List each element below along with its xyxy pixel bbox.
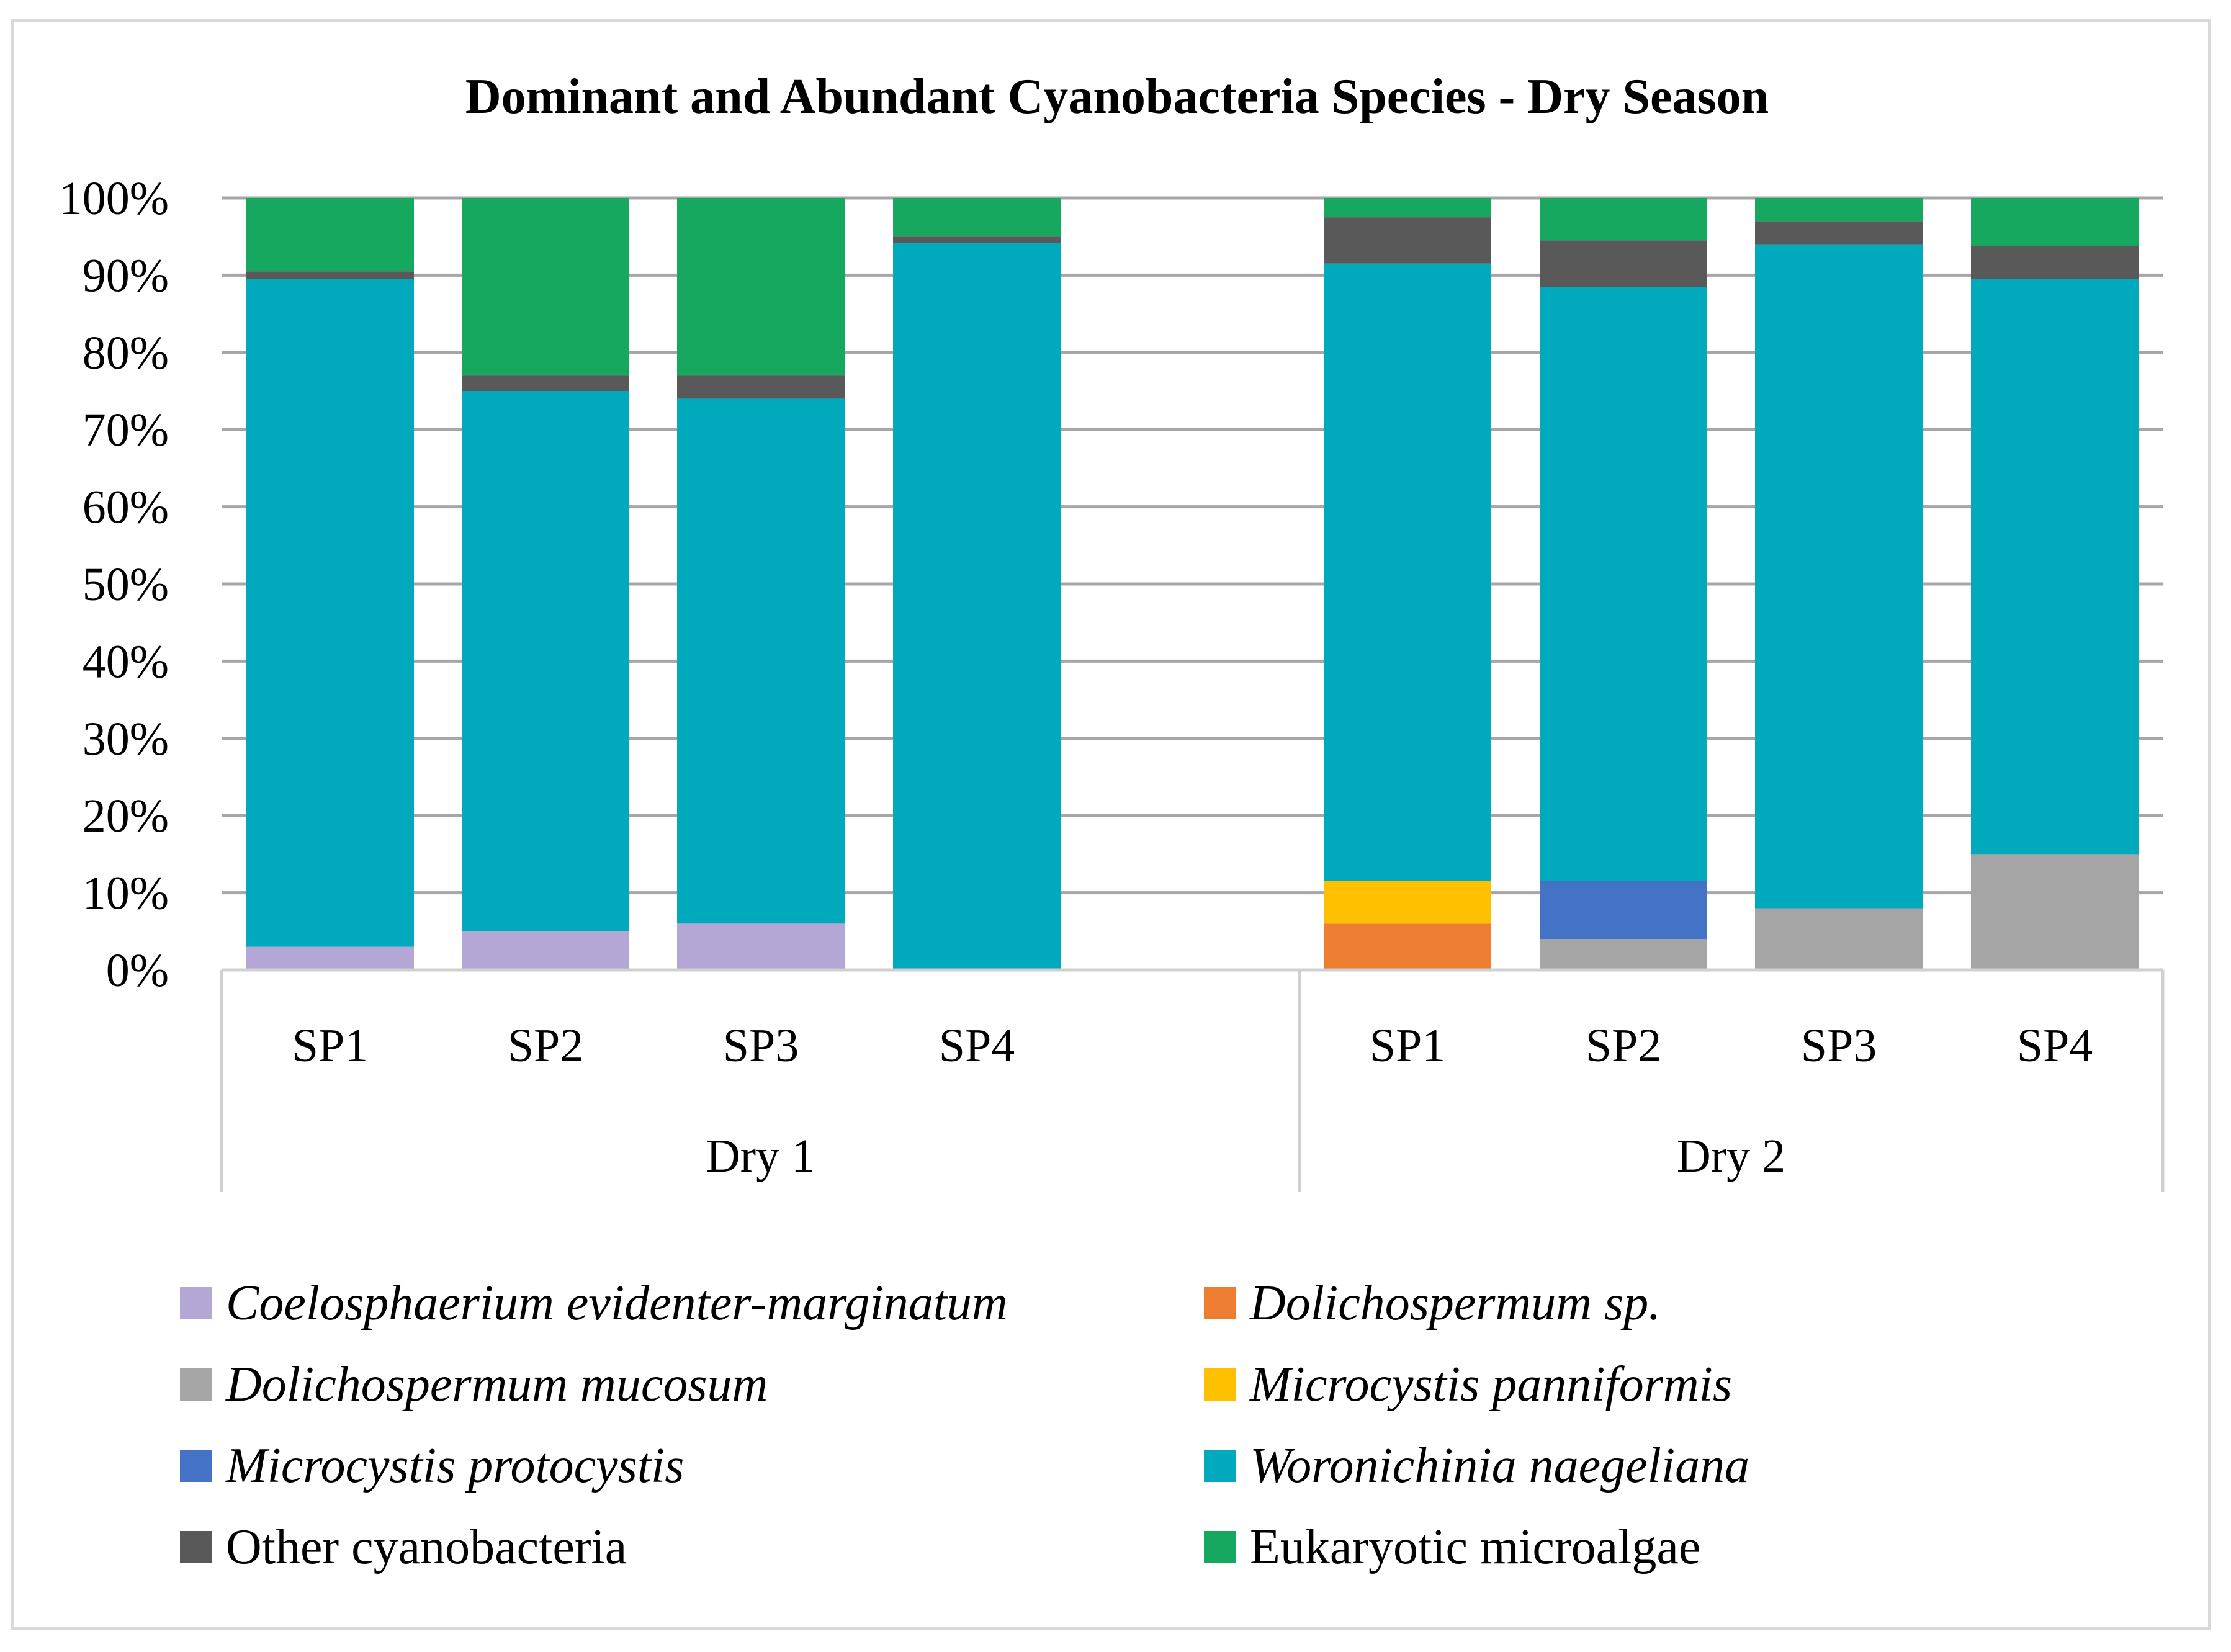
x-tick-label: SP1 [292, 1020, 369, 1072]
legend-label: Microcystis panniformis [1250, 1357, 1732, 1412]
legend-item: Eukaryotic microalgae [1204, 1516, 1700, 1578]
bar-segment-dry-2-sp3-s7 [1755, 198, 1923, 222]
chart-title: Dominant and Abundant Cyanobacteria Spec… [465, 70, 1769, 124]
bar-segment-dry-2-sp2-s2 [1540, 939, 1707, 970]
bar-segment-dry-2-sp2-s4 [1540, 881, 1707, 940]
legend-label: Dolichospermum mucosum [226, 1357, 768, 1412]
legend-label: Woronichinia naegeliana [1250, 1438, 1750, 1493]
y-tick-label: 10% [83, 868, 169, 920]
legend-swatch [1204, 1368, 1236, 1401]
legend-swatch [1204, 1450, 1236, 1482]
bar-segment-dry-1-sp4-s5 [893, 243, 1061, 971]
y-tick-label: 30% [83, 713, 169, 765]
bar-segment-dry-2-sp4-s5 [1971, 279, 2139, 855]
legend-label: Other cyanobacteria [226, 1519, 627, 1574]
legend-label: Microcystis protocystis [226, 1438, 685, 1493]
x-tick-label: SP2 [508, 1020, 584, 1072]
bar-segment-dry-1-sp2-s0 [462, 931, 629, 970]
legend-item: Coelosphaerium evidenter-marginatum [180, 1272, 1008, 1334]
y-tick-label: 50% [83, 559, 169, 611]
x-tick-label: SP3 [723, 1020, 799, 1072]
bar-segment-dry-2-sp3-s6 [1755, 221, 1923, 245]
bar-segment-dry-2-sp3-s2 [1755, 908, 1923, 970]
bars [246, 198, 2139, 971]
bar-segment-dry-1-sp2-s7 [462, 198, 629, 376]
x-group-label: Dry 1 [706, 1130, 815, 1182]
bar-segment-dry-1-sp3-s6 [677, 375, 845, 399]
bar-segment-dry-2-sp1-s3 [1324, 881, 1491, 924]
x-tick-label: SP2 [1586, 1020, 1662, 1072]
x-tick-label: SP1 [1370, 1020, 1446, 1072]
legend-swatch [180, 1287, 212, 1319]
legend-item: Dolichospermum mucosum [180, 1353, 768, 1416]
y-tick-label: 60% [83, 482, 169, 534]
y-tick-label: 90% [83, 249, 169, 302]
y-tick-label: 100% [59, 173, 169, 225]
bar-segment-dry-2-sp4-s6 [1971, 246, 2139, 279]
y-tick-label: 0% [106, 945, 169, 997]
bar-segment-dry-2-sp1-s5 [1324, 263, 1491, 881]
y-tick-label: 40% [83, 635, 169, 688]
x-tick-label: SP4 [939, 1020, 1015, 1072]
legend-item: Microcystis protocystis [180, 1435, 684, 1497]
bar-segment-dry-1-sp1-s0 [246, 946, 414, 970]
legend-swatch [1204, 1287, 1236, 1319]
bar-segment-dry-1-sp3-s5 [677, 398, 845, 924]
legend-item: Microcystis panniformis [1204, 1353, 1732, 1416]
legend-item: Woronichinia naegeliana [1204, 1435, 1749, 1497]
bar-segment-dry-1-sp4-s7 [893, 198, 1061, 237]
bar-segment-dry-2-sp4-s2 [1971, 854, 2139, 970]
bar-segment-dry-2-sp4-s7 [1971, 198, 2139, 246]
y-tick-label: 80% [83, 327, 169, 379]
axis-labels: 0% 10% 20% 30% 40% 50% 60% 70% 80% 90% 100% SP1 SP2 S… [59, 173, 2093, 1182]
y-tick-label: 20% [83, 790, 169, 842]
bar-segment-dry-1-sp3-s7 [677, 198, 845, 376]
bar-segment-dry-1-sp1-s6 [246, 271, 414, 279]
bar-segment-dry-1-sp4-s6 [893, 236, 1061, 243]
bar-segment-dry-1-sp1-s7 [246, 198, 414, 272]
bar-segment-dry-2-sp3-s5 [1755, 244, 1923, 909]
bar-segment-dry-2-sp1-s7 [1324, 198, 1491, 218]
bar-segment-dry-1-sp2-s5 [462, 391, 629, 931]
legend-swatch [180, 1531, 212, 1563]
axes [220, 968, 2165, 1192]
bar-segment-dry-2-sp1-s6 [1324, 217, 1491, 264]
y-tick-label: 70% [83, 404, 169, 456]
legend-swatch [1204, 1531, 1236, 1563]
legend-swatch [180, 1450, 212, 1482]
legend-label: Coelosphaerium evidenter-marginatum [226, 1275, 1008, 1331]
legend-item: Dolichospermum sp. [1204, 1272, 1661, 1334]
x-group-label: Dry 2 [1677, 1130, 1785, 1182]
bar-segment-dry-2-sp2-s5 [1540, 287, 1707, 881]
x-tick-label: SP3 [1801, 1020, 1877, 1072]
bar-segment-dry-1-sp2-s6 [462, 375, 629, 391]
bar-segment-dry-1-sp1-s5 [246, 279, 414, 947]
legend-label: Eukaryotic microalgae [1250, 1519, 1701, 1574]
bar-segment-dry-2-sp2-s7 [1540, 198, 1707, 241]
bar-segment-dry-2-sp2-s6 [1540, 240, 1707, 287]
bar-segment-dry-1-sp3-s0 [677, 923, 845, 970]
legend-label: Dolichospermum sp. [1250, 1275, 1661, 1331]
x-tick-label: SP4 [2017, 1020, 2093, 1072]
legend-item: Other cyanobacteria [180, 1516, 627, 1578]
legend-swatch [180, 1368, 212, 1401]
bar-segment-dry-2-sp1-s1 [1324, 923, 1491, 970]
